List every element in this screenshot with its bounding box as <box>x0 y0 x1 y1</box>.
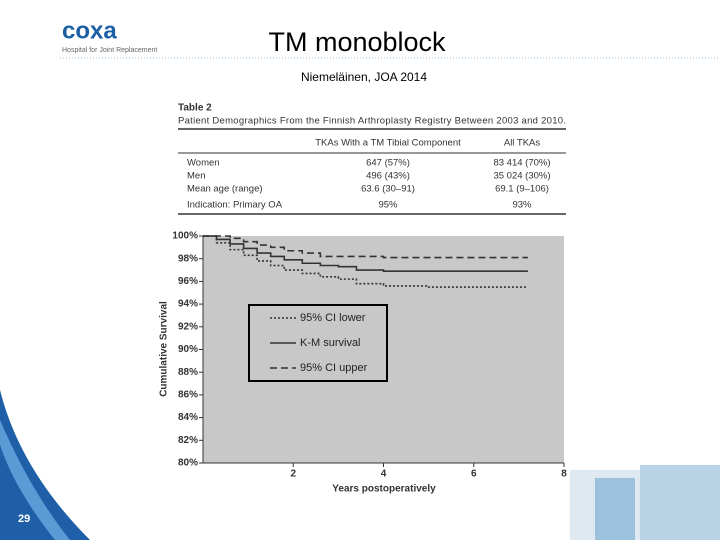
plot-area <box>203 236 564 463</box>
slide-title: TM monoblock <box>268 27 446 57</box>
table-cell: 83 414 (70%) <box>493 158 550 169</box>
y-tick-label: 80% <box>178 458 198 469</box>
y-tick-label: 88% <box>178 367 198 378</box>
x-tick-label: 8 <box>561 469 567 480</box>
table-cell: 95% <box>378 200 398 211</box>
table-cell: 63.6 (30–91) <box>361 184 415 195</box>
table-cell: Mean age (range) <box>187 184 263 195</box>
y-axis-title: Cumulative Survival <box>159 301 170 397</box>
y-tick-label: 94% <box>178 299 198 310</box>
x-tick-label: 4 <box>381 469 387 480</box>
table-cell: Women <box>187 158 220 169</box>
logo-tagline: Hospital for Joint Replacement <box>62 47 157 54</box>
building-photo <box>570 465 720 540</box>
table-cell: Indication: Primary OA <box>187 200 283 211</box>
x-axis-title: Years postoperatively <box>332 484 436 495</box>
logo: coxa <box>62 17 117 44</box>
y-tick-label: 84% <box>178 412 198 423</box>
legend-label: K-M survival <box>300 337 361 349</box>
table-cell: Men <box>187 171 205 182</box>
photo-block <box>595 478 635 540</box>
y-tick-label: 96% <box>178 276 198 287</box>
blue-swoosh <box>0 390 90 540</box>
table-cell: 496 (43%) <box>366 171 410 182</box>
table-cell: 69.1 (9–106) <box>495 184 549 195</box>
table-cell: 647 (57%) <box>366 158 410 169</box>
photo-block <box>640 465 720 540</box>
legend-label: 95% CI lower <box>300 312 366 324</box>
y-tick-label: 92% <box>178 321 198 332</box>
y-tick-label: 100% <box>172 231 198 242</box>
x-tick-label: 6 <box>471 469 477 480</box>
legend-box <box>248 304 388 382</box>
table-header: TKAs With a TM Tibial Component <box>315 138 461 149</box>
y-tick-label: 98% <box>178 253 198 264</box>
table-caption: Patient Demographics From the Finnish Ar… <box>178 116 566 127</box>
legend-label: 95% CI upper <box>300 362 368 374</box>
table-header: All TKAs <box>504 138 541 149</box>
survival-line <box>203 235 528 259</box>
slide-subtitle: Niemeläinen, JOA 2014 <box>301 70 427 84</box>
table-cell: 35 024 (30%) <box>493 171 550 182</box>
y-tick-label: 86% <box>178 390 198 401</box>
survival-line <box>203 235 528 272</box>
survival-line <box>203 235 528 288</box>
page-number: 29 <box>18 513 30 525</box>
table-cell: 93% <box>512 200 532 211</box>
y-tick-label: 82% <box>178 435 198 446</box>
y-tick-label: 90% <box>178 344 198 355</box>
x-tick-label: 2 <box>290 469 296 480</box>
table-label: Table 2 <box>178 103 212 114</box>
